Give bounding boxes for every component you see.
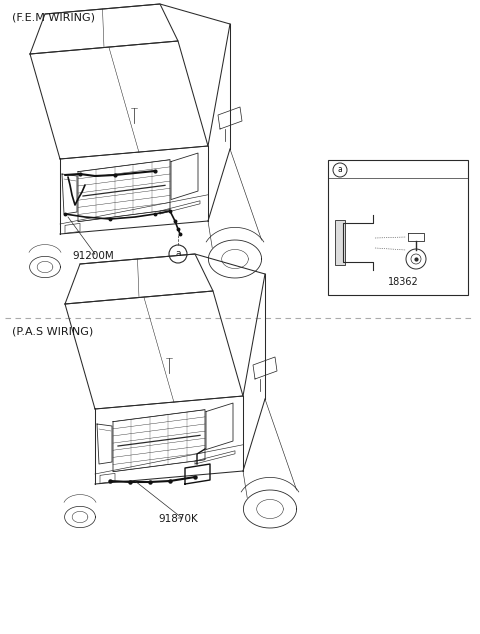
Text: 18362: 18362 [388,277,419,287]
Text: a: a [337,165,342,174]
Text: (P.A.S WIRING): (P.A.S WIRING) [12,326,93,336]
Text: 91200M: 91200M [72,251,114,261]
Bar [335,220,345,265]
Text: a: a [175,250,181,259]
Text: (F.E.M WIRING): (F.E.M WIRING) [12,12,95,22]
Text: 91870K: 91870K [158,514,198,524]
Bar [328,160,468,295]
